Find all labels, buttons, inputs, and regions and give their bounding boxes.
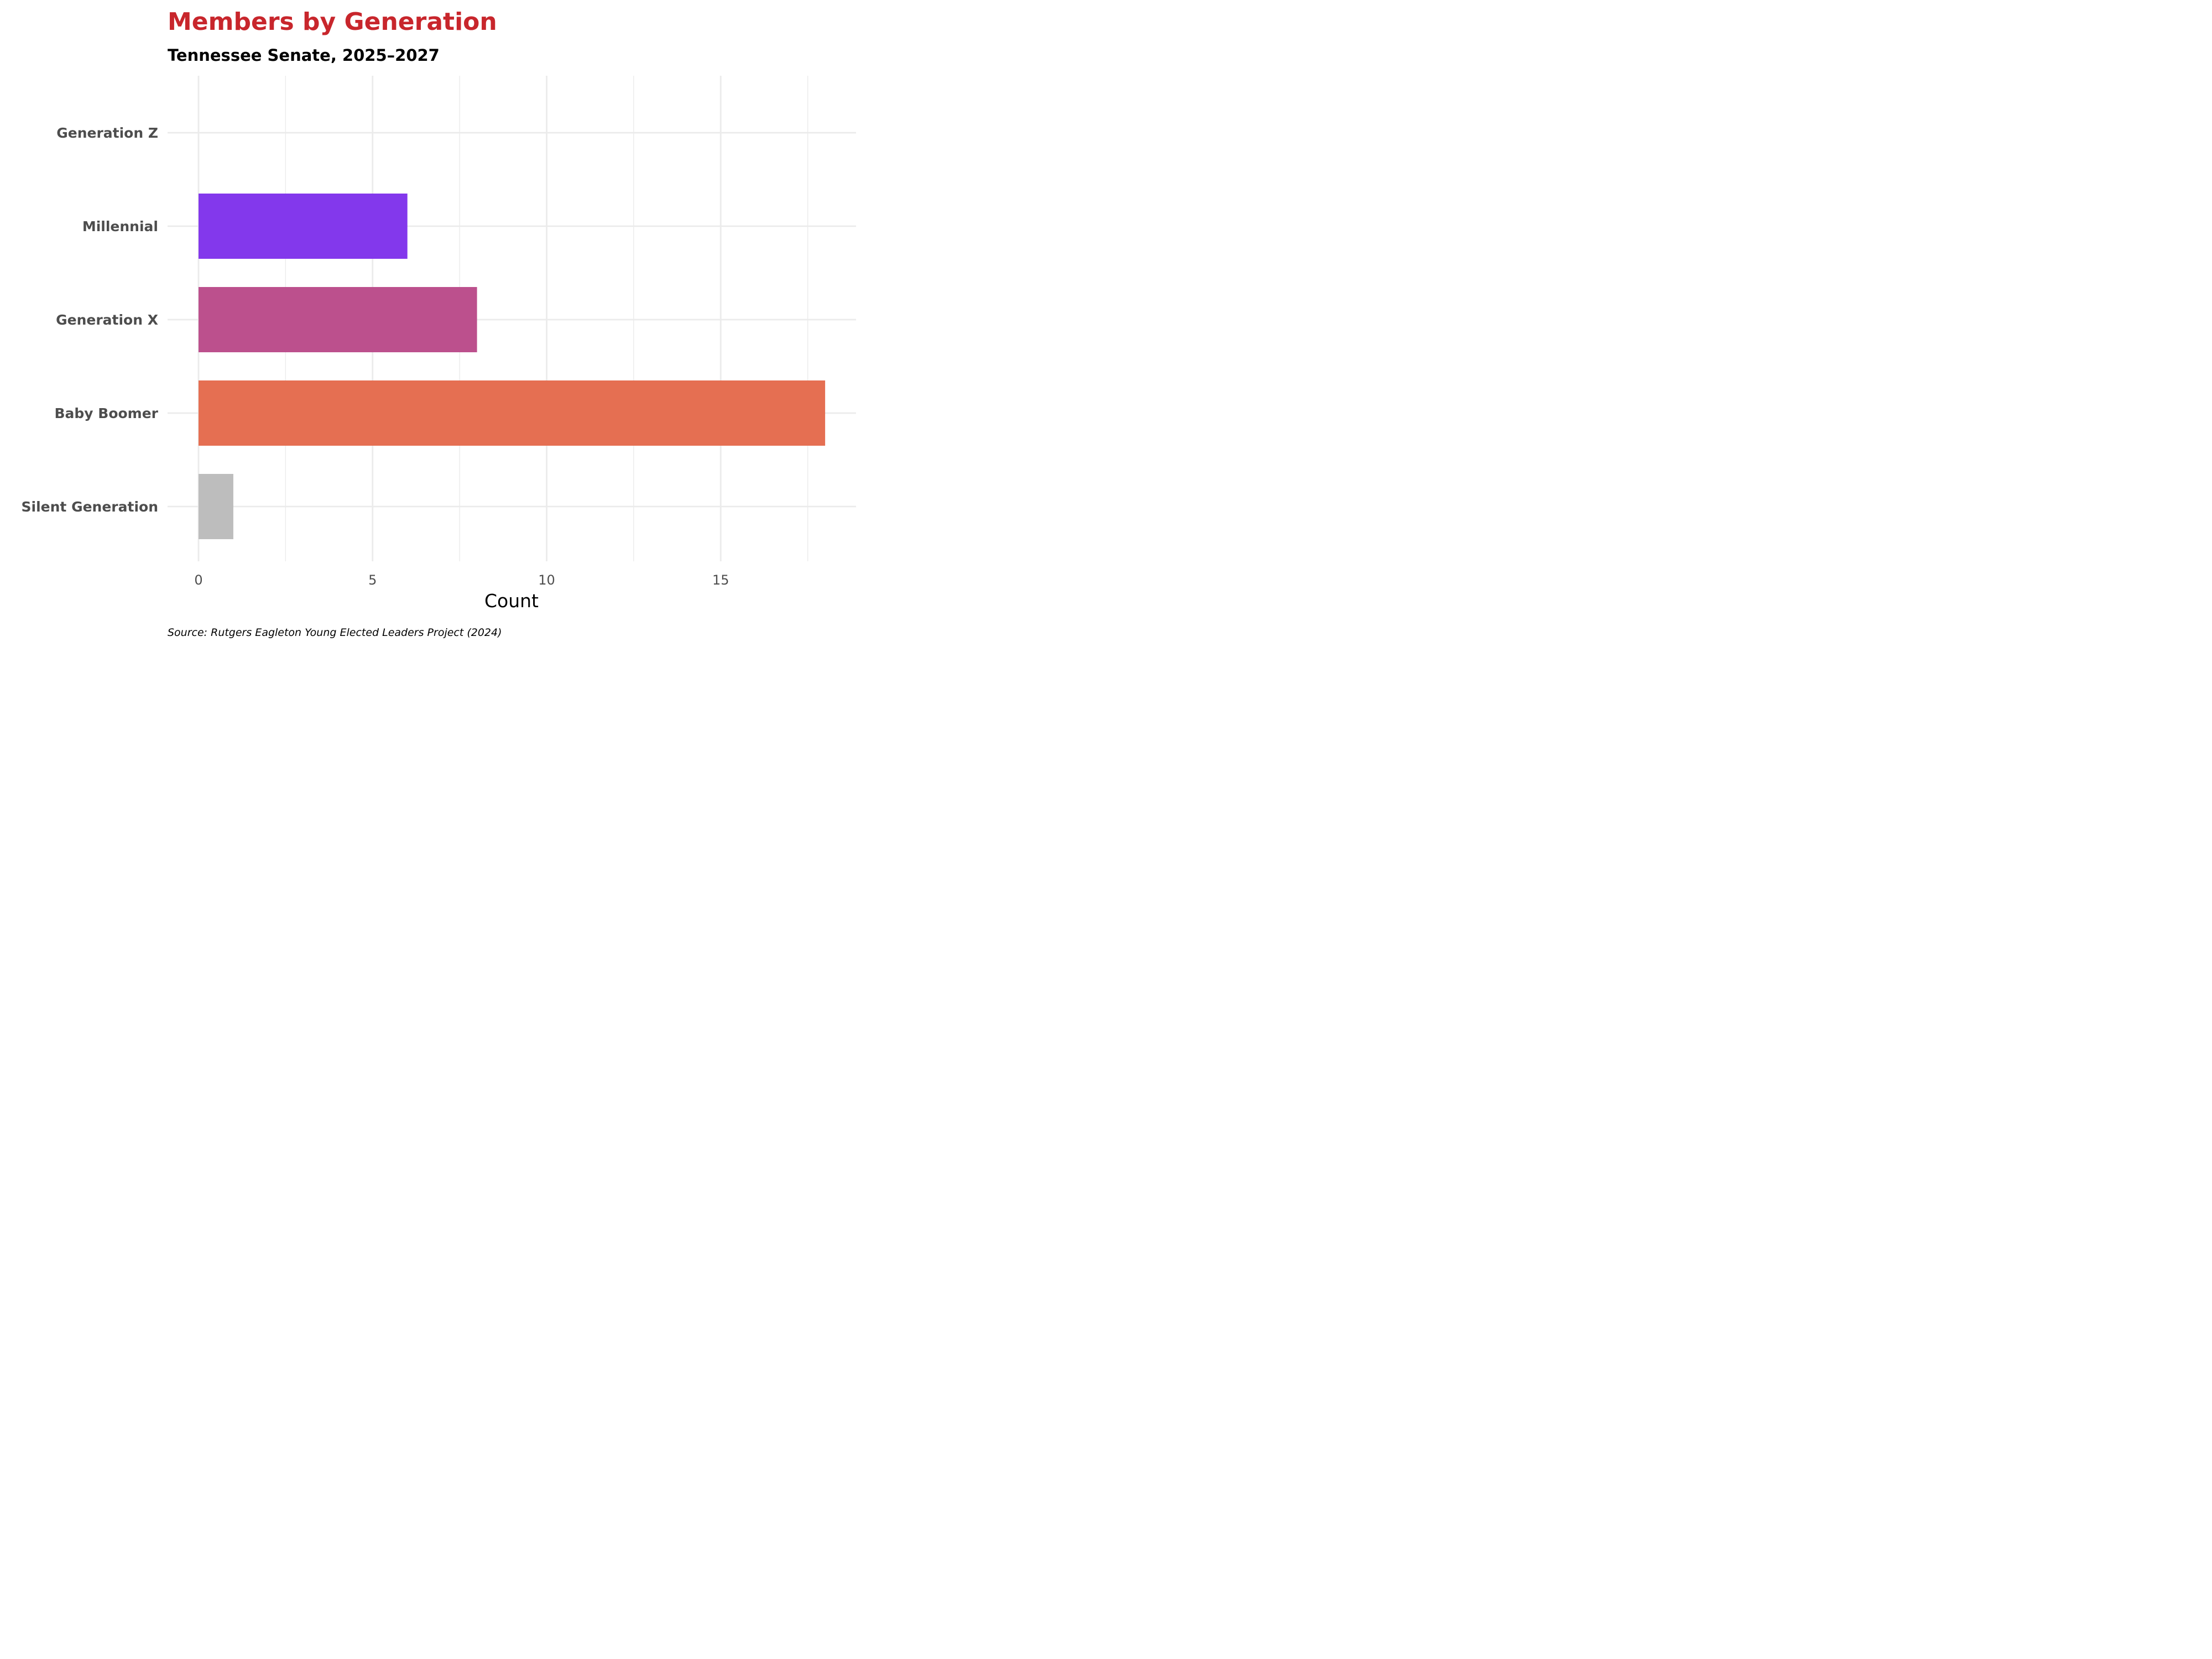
bar-chart: 0 5 10 15 Generation Z Millennial Generation X… bbox=[22, 8, 856, 639]
x-tick-label: 0 bbox=[194, 572, 202, 588]
bar bbox=[199, 380, 826, 446]
bar bbox=[199, 474, 233, 539]
chart-title: Members by Generation bbox=[168, 8, 497, 36]
bar bbox=[199, 194, 408, 259]
category-label: Baby Boomer bbox=[54, 405, 158, 421]
x-tick-label: 10 bbox=[538, 572, 555, 588]
category-label: Generation X bbox=[56, 312, 158, 328]
x-axis-title: Count bbox=[484, 590, 539, 612]
category-label: Millennial bbox=[82, 218, 158, 234]
x-tick-label: 15 bbox=[712, 572, 729, 588]
category-label: Generation Z bbox=[56, 125, 158, 141]
chart-subtitle: Tennessee Senate, 2025–2027 bbox=[168, 46, 440, 65]
category-label: Silent Generation bbox=[22, 499, 158, 515]
axis-labels: 0 5 10 15 Generation Z Millennial Generation X… bbox=[22, 125, 729, 588]
chart-caption: Source: Rutgers Eagleton Young Elected L… bbox=[168, 627, 502, 639]
chart: 0 5 10 15 Generation Z Millennial Generation X… bbox=[0, 0, 867, 650]
x-tick-label: 5 bbox=[368, 572, 377, 588]
bar bbox=[199, 287, 477, 352]
bars bbox=[199, 194, 826, 539]
